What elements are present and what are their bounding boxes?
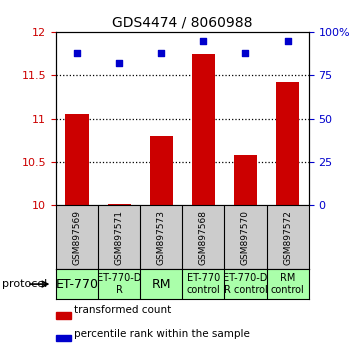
Bar <box>56 313 71 319</box>
Text: ET-770: ET-770 <box>56 278 99 291</box>
Bar <box>150 136 173 205</box>
Bar <box>234 155 257 205</box>
Text: GSM897573: GSM897573 <box>157 210 166 265</box>
Text: RM: RM <box>152 278 171 291</box>
Text: GSM897570: GSM897570 <box>241 210 250 265</box>
Text: GSM897572: GSM897572 <box>283 210 292 265</box>
Bar <box>276 82 299 205</box>
Bar <box>108 204 131 205</box>
Text: GSM897568: GSM897568 <box>199 210 208 265</box>
Text: transformed count: transformed count <box>74 306 171 315</box>
Text: RM
control: RM control <box>271 273 304 295</box>
Bar <box>65 114 88 205</box>
Point <box>200 38 206 43</box>
Title: GDS4474 / 8060988: GDS4474 / 8060988 <box>112 15 253 29</box>
Text: ET-770-D
R: ET-770-D R <box>97 273 141 295</box>
Bar <box>56 335 71 341</box>
Point <box>74 50 80 56</box>
Point <box>116 60 122 66</box>
Text: ET-770-D
R control: ET-770-D R control <box>223 273 268 295</box>
Point <box>158 50 164 56</box>
Point <box>285 38 291 43</box>
Text: ET-770
control: ET-770 control <box>187 273 220 295</box>
Text: protocol: protocol <box>2 279 47 289</box>
Text: percentile rank within the sample: percentile rank within the sample <box>74 329 249 339</box>
Bar <box>192 53 215 205</box>
Point <box>243 50 248 56</box>
Text: GSM897569: GSM897569 <box>73 210 82 265</box>
Text: GSM897571: GSM897571 <box>115 210 123 265</box>
